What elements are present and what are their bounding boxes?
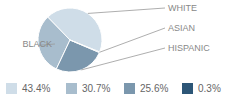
svg-text:ASIAN: ASIAN — [168, 23, 195, 33]
html-text:30.7%: 30.7% — [82, 83, 111, 94]
html-text:43.4%: 43.4% — [22, 83, 51, 94]
svg-text:WHITE: WHITE — [168, 3, 197, 13]
html-text:25.6%: 25.6% — [140, 83, 169, 94]
svg-text:HISPANIC: HISPANIC — [168, 43, 210, 53]
svg-text:BLACK: BLACK — [22, 39, 52, 49]
html-text:0.3%: 0.3% — [198, 83, 221, 94]
